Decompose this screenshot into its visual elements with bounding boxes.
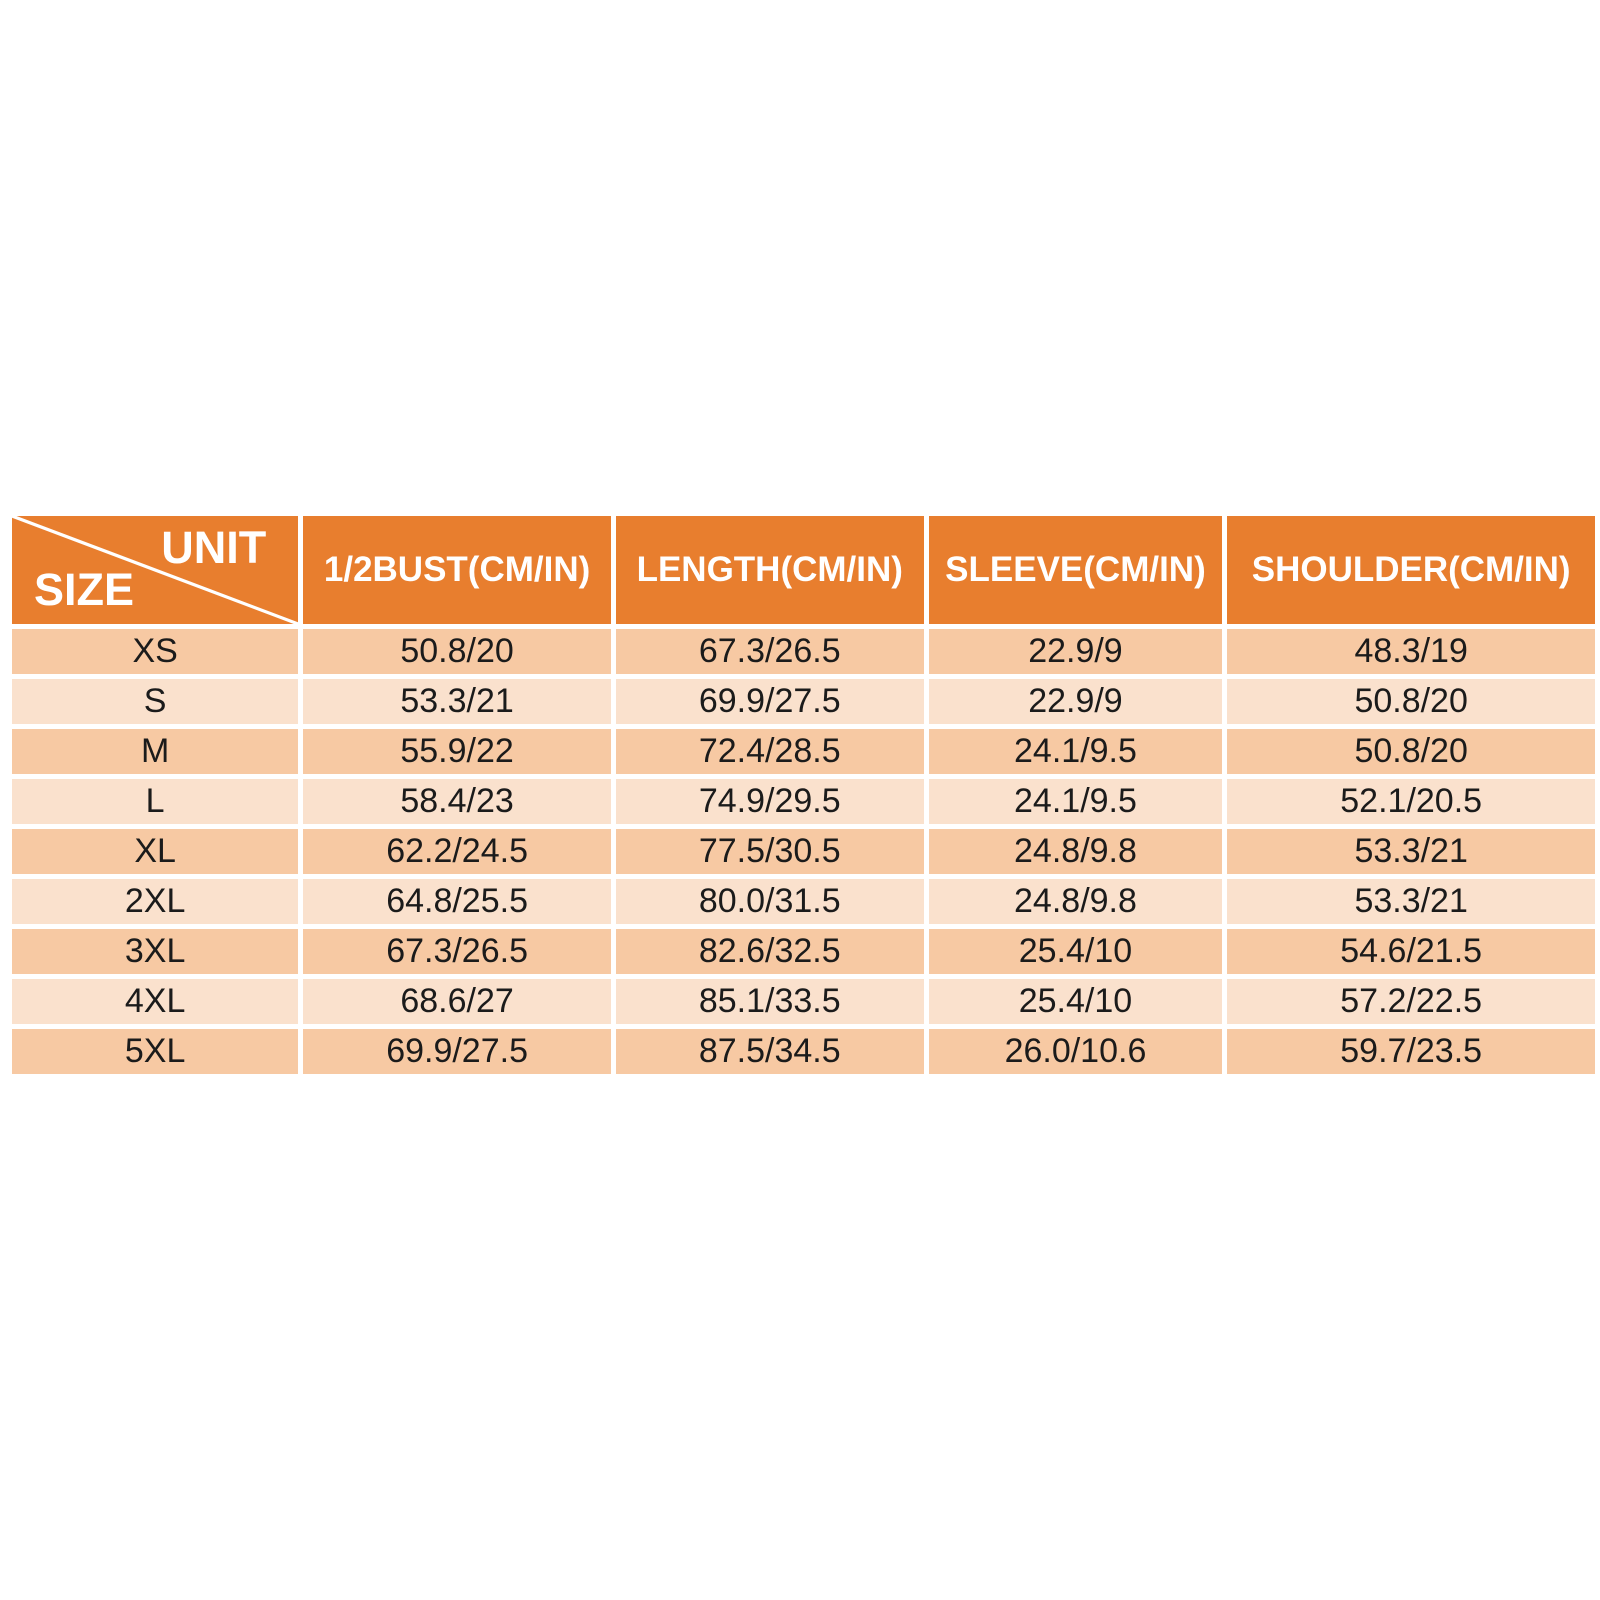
bust-cell: 58.4/23: [303, 779, 611, 824]
bust-cell: 53.3/21: [303, 679, 611, 724]
size-cell: XL: [12, 829, 299, 874]
length-cell: 67.3/26.5: [615, 629, 924, 674]
table-row: 4XL 68.6/27 85.1/33.5 25.4/10 57.2/22.5: [12, 979, 1595, 1024]
bust-cell: 69.9/27.5: [303, 1029, 611, 1074]
sleeve-cell: 24.8/9.8: [928, 829, 1223, 874]
corner-unit-label: UNIT: [161, 522, 267, 573]
length-cell: 87.5/34.5: [615, 1029, 924, 1074]
size-cell: 4XL: [12, 979, 299, 1024]
sleeve-cell: 24.1/9.5: [928, 779, 1223, 824]
length-cell: 77.5/30.5: [615, 829, 924, 874]
shoulder-cell: 48.3/19: [1227, 629, 1595, 674]
bust-cell: 64.8/25.5: [303, 879, 611, 924]
size-cell: 2XL: [12, 879, 299, 924]
column-header-bust: 1/2BUST(CM/IN): [303, 516, 611, 624]
sleeve-cell: 24.8/9.8: [928, 879, 1223, 924]
length-cell: 74.9/29.5: [615, 779, 924, 824]
table-row: 3XL 67.3/26.5 82.6/32.5 25.4/10 54.6/21.…: [12, 929, 1595, 974]
length-cell: 72.4/28.5: [615, 729, 924, 774]
sleeve-cell: 22.9/9: [928, 679, 1223, 724]
bust-cell: 62.2/24.5: [303, 829, 611, 874]
length-cell: 85.1/33.5: [615, 979, 924, 1024]
table-row: 5XL 69.9/27.5 87.5/34.5 26.0/10.6 59.7/2…: [12, 1029, 1595, 1074]
size-cell: L: [12, 779, 299, 824]
length-cell: 69.9/27.5: [615, 679, 924, 724]
size-chart-body: XS 50.8/20 67.3/26.5 22.9/9 48.3/19 S 53…: [12, 629, 1595, 1074]
size-chart-header: UNIT SIZE 1/2BUST(CM/IN) LENGTH(CM/IN) S…: [12, 516, 1595, 624]
sleeve-cell: 25.4/10: [928, 979, 1223, 1024]
size-chart-table: UNIT SIZE 1/2BUST(CM/IN) LENGTH(CM/IN) S…: [7, 511, 1600, 1079]
corner-unit-size-cell: UNIT SIZE: [12, 516, 299, 624]
column-header-length: LENGTH(CM/IN): [615, 516, 924, 624]
sleeve-cell: 25.4/10: [928, 929, 1223, 974]
table-row: 2XL 64.8/25.5 80.0/31.5 24.8/9.8 53.3/21: [12, 879, 1595, 924]
table-row: XS 50.8/20 67.3/26.5 22.9/9 48.3/19: [12, 629, 1595, 674]
table-row: XL 62.2/24.5 77.5/30.5 24.8/9.8 53.3/21: [12, 829, 1595, 874]
sleeve-cell: 26.0/10.6: [928, 1029, 1223, 1074]
shoulder-cell: 50.8/20: [1227, 729, 1595, 774]
length-cell: 82.6/32.5: [615, 929, 924, 974]
sleeve-cell: 22.9/9: [928, 629, 1223, 674]
bust-cell: 67.3/26.5: [303, 929, 611, 974]
bust-cell: 50.8/20: [303, 629, 611, 674]
table-row: L 58.4/23 74.9/29.5 24.1/9.5 52.1/20.5: [12, 779, 1595, 824]
column-header-shoulder: SHOULDER(CM/IN): [1227, 516, 1595, 624]
size-cell: 5XL: [12, 1029, 299, 1074]
shoulder-cell: 59.7/23.5: [1227, 1029, 1595, 1074]
table-row: M 55.9/22 72.4/28.5 24.1/9.5 50.8/20: [12, 729, 1595, 774]
shoulder-cell: 53.3/21: [1227, 879, 1595, 924]
header-row: UNIT SIZE 1/2BUST(CM/IN) LENGTH(CM/IN) S…: [12, 516, 1595, 624]
column-header-sleeve: SLEEVE(CM/IN): [928, 516, 1223, 624]
size-cell: XS: [12, 629, 299, 674]
shoulder-cell: 50.8/20: [1227, 679, 1595, 724]
shoulder-cell: 52.1/20.5: [1227, 779, 1595, 824]
shoulder-cell: 53.3/21: [1227, 829, 1595, 874]
length-cell: 80.0/31.5: [615, 879, 924, 924]
shoulder-cell: 57.2/22.5: [1227, 979, 1595, 1024]
bust-cell: 55.9/22: [303, 729, 611, 774]
diagonal-divider-line: [12, 516, 299, 624]
bust-cell: 68.6/27: [303, 979, 611, 1024]
table-row: S 53.3/21 69.9/27.5 22.9/9 50.8/20: [12, 679, 1595, 724]
shoulder-cell: 54.6/21.5: [1227, 929, 1595, 974]
size-cell: 3XL: [12, 929, 299, 974]
corner-size-label: SIZE: [34, 564, 135, 615]
size-cell: S: [12, 679, 299, 724]
sleeve-cell: 24.1/9.5: [928, 729, 1223, 774]
size-cell: M: [12, 729, 299, 774]
